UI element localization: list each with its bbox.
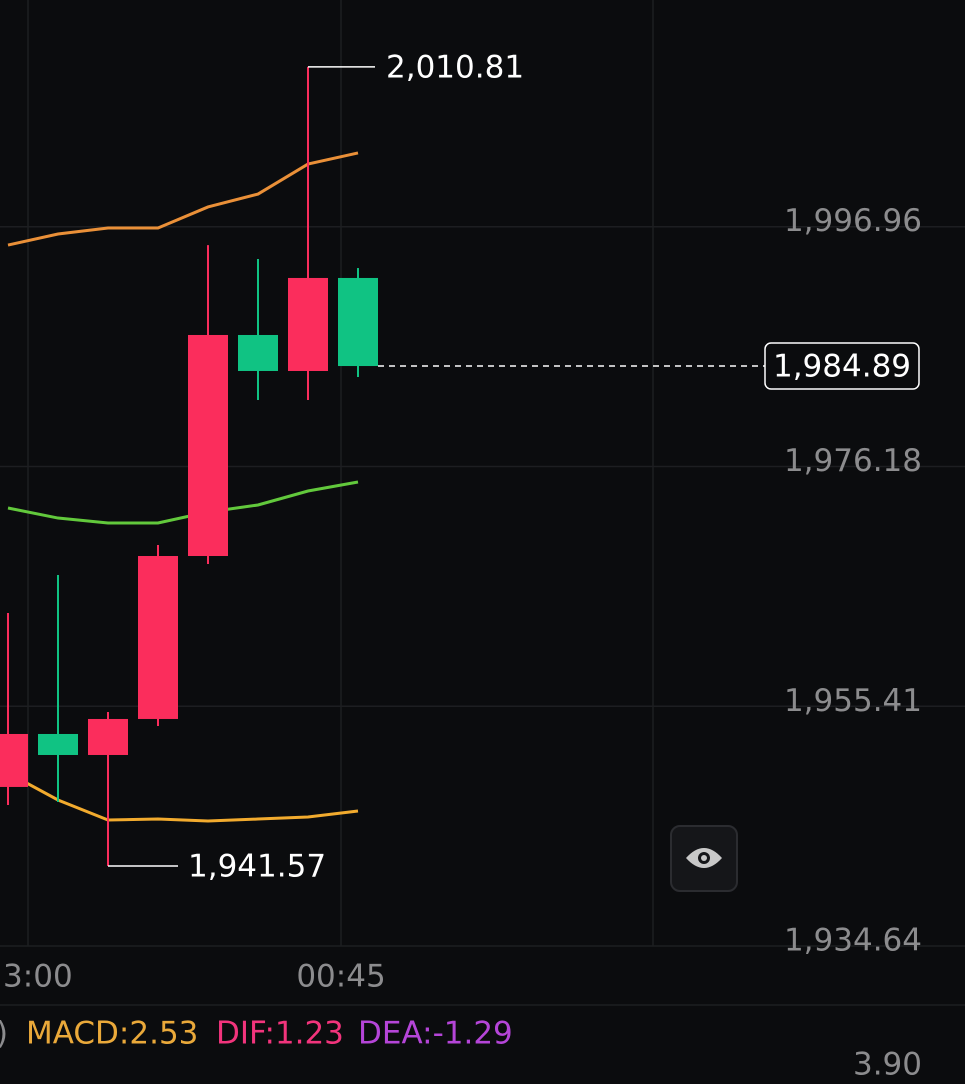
eye-iris bbox=[701, 855, 707, 861]
candle-body bbox=[0, 733, 28, 787]
candle-body bbox=[338, 277, 378, 367]
y-tick-label: 1,934.64 bbox=[784, 923, 922, 959]
candle-body bbox=[238, 334, 278, 371]
indicator-label: DIF:1.23 bbox=[216, 1016, 344, 1052]
band-line bbox=[7, 480, 359, 525]
low-label: 1,941.57 bbox=[188, 849, 326, 885]
y-tick-label: 1,955.41 bbox=[784, 683, 922, 719]
last-price-box bbox=[764, 342, 920, 390]
indicator-label: MACD:2.53 bbox=[26, 1016, 198, 1052]
indicator-label: DEA:-1.29 bbox=[358, 1016, 513, 1052]
candle-body bbox=[88, 718, 128, 755]
eye-button[interactable] bbox=[670, 825, 738, 892]
x-tick-label: 23:00 bbox=[0, 959, 73, 995]
candle-body bbox=[138, 556, 178, 719]
band-line bbox=[7, 151, 359, 247]
macd-y-tick-label: 3.90 bbox=[853, 1047, 922, 1083]
candle-body bbox=[38, 733, 78, 755]
y-tick-label: 1,996.96 bbox=[784, 203, 922, 239]
indicator-prefix: ) bbox=[0, 1016, 8, 1052]
x-tick-label: 00:45 bbox=[296, 959, 385, 995]
last-price-label: 1,984.89 bbox=[773, 349, 911, 385]
candle-body bbox=[188, 334, 228, 557]
y-tick-label: 1,976.18 bbox=[784, 443, 922, 479]
candle-body bbox=[288, 277, 328, 371]
high-label: 2,010.81 bbox=[386, 49, 524, 85]
band-line bbox=[7, 771, 359, 823]
